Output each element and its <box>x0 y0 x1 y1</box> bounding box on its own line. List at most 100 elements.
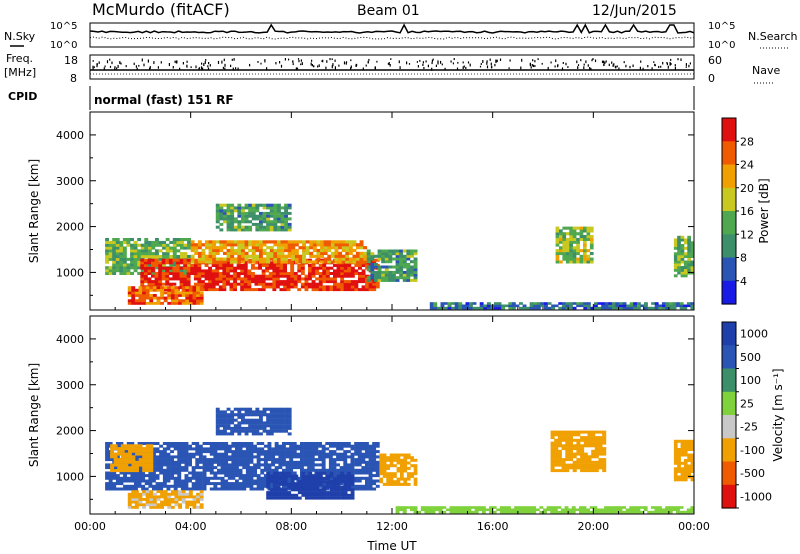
heatmap-cell <box>248 203 253 207</box>
heatmap-cell <box>400 453 404 457</box>
heatmap-cell <box>191 442 196 445</box>
heatmap-cell <box>119 243 124 247</box>
heatmap-cell <box>576 243 580 247</box>
heatmap-cell <box>128 458 132 462</box>
heatmap-cell <box>329 288 334 292</box>
heatmap-cell <box>569 304 573 308</box>
heatmap-cell <box>305 251 310 255</box>
heatmap-cell <box>126 266 131 270</box>
heatmap-cell <box>384 257 389 261</box>
heatmap-cell <box>260 487 265 491</box>
heatmap-cell <box>677 439 681 443</box>
heatmap-cell <box>269 228 274 232</box>
heatmap-cell <box>271 455 275 459</box>
heatmap-cell <box>402 249 407 253</box>
heatmap-cell <box>481 508 486 512</box>
heatmap-cell <box>174 286 179 290</box>
heatmap-cell <box>285 442 290 445</box>
heatmap-cell <box>444 302 448 305</box>
heatmap-cell <box>325 471 330 475</box>
heatmap-cell <box>273 248 278 253</box>
heatmap-cell <box>259 432 263 436</box>
heatmap-cell <box>310 460 315 464</box>
heatmap-cell <box>687 266 691 269</box>
heatmap-cell <box>614 510 619 514</box>
heatmap-cell <box>576 252 580 256</box>
heatmap-cell <box>266 477 270 481</box>
heatmap-cell <box>138 291 143 295</box>
heatmap-cell <box>215 429 220 433</box>
heatmap-cell <box>346 468 351 472</box>
heatmap-cell <box>680 246 685 250</box>
heatmap-cell <box>569 249 573 253</box>
heatmap-cell <box>176 238 181 242</box>
freq-mark <box>660 65 662 68</box>
freq-mark <box>658 65 660 68</box>
heatmap-cell <box>338 240 342 244</box>
colorbar-segment <box>722 391 736 416</box>
heatmap-cell <box>223 421 227 425</box>
freq-tick-bottom: 8 <box>70 72 77 85</box>
heatmap-cell <box>673 241 678 245</box>
heatmap-cell <box>249 487 254 491</box>
heatmap-cell <box>130 479 135 483</box>
heatmap-cell <box>255 203 260 207</box>
heatmap-cell <box>598 458 603 462</box>
heatmap-cell <box>173 484 178 488</box>
heatmap-cell <box>677 260 681 264</box>
heatmap-cell <box>131 301 136 305</box>
heatmap-cell <box>213 476 218 480</box>
heatmap-cell <box>259 426 263 430</box>
heatmap-cell <box>262 217 267 221</box>
heatmap-cell <box>113 458 118 462</box>
heatmap-cell <box>201 274 205 278</box>
heatmap-cell <box>162 468 167 472</box>
heatmap-cell <box>589 240 594 244</box>
heatmap-cell <box>138 449 143 453</box>
heatmap-cell <box>233 209 238 213</box>
heatmap-cell <box>262 225 267 229</box>
heatmap-cell <box>185 294 190 297</box>
heatmap-cell <box>640 304 645 308</box>
heatmap-cell <box>315 482 320 486</box>
heatmap-cell <box>155 466 160 470</box>
heatmap-cell <box>237 214 242 218</box>
heatmap-cell <box>122 240 127 244</box>
noise-tick-left-bottom: 10^0 <box>50 40 77 51</box>
heatmap-cell <box>127 291 132 295</box>
heatmap-cell <box>392 265 396 269</box>
heatmap-cell <box>253 479 257 483</box>
heatmap-cell <box>134 490 139 494</box>
heatmap-cell <box>339 466 344 470</box>
heatmap-cell <box>259 421 263 425</box>
heatmap-cell <box>280 418 285 422</box>
heatmap-cell <box>279 282 284 286</box>
heatmap-cell <box>243 272 248 275</box>
heatmap-cell <box>287 206 292 210</box>
heatmap-cell <box>322 491 327 495</box>
heatmap-cell <box>187 238 191 242</box>
heatmap-cell <box>680 478 685 482</box>
heatmap-cell <box>350 455 355 459</box>
heatmap-cell <box>266 491 270 495</box>
freq-mark <box>350 65 352 69</box>
heatmap-cell <box>343 264 348 267</box>
heatmap-cell <box>304 277 309 281</box>
freq-mark <box>300 63 302 66</box>
heatmap-cell <box>151 266 155 270</box>
heatmap-cell <box>202 482 207 486</box>
heatmap-cell <box>316 254 321 258</box>
heatmap-cell <box>687 442 691 446</box>
power-ylabel: Slant Range [km] <box>27 159 41 263</box>
heatmap-cell <box>276 488 281 492</box>
heatmap-cell <box>124 466 129 470</box>
heatmap-cell <box>562 249 567 253</box>
heatmap-cell <box>569 246 573 250</box>
heatmap-cell <box>249 447 254 451</box>
heatmap-cell <box>195 452 200 456</box>
heatmap-cell <box>230 429 235 433</box>
heatmap-cell <box>112 269 117 273</box>
heatmap-cell <box>219 415 224 419</box>
heatmap-cell <box>314 468 319 472</box>
heatmap-cell <box>338 260 342 264</box>
